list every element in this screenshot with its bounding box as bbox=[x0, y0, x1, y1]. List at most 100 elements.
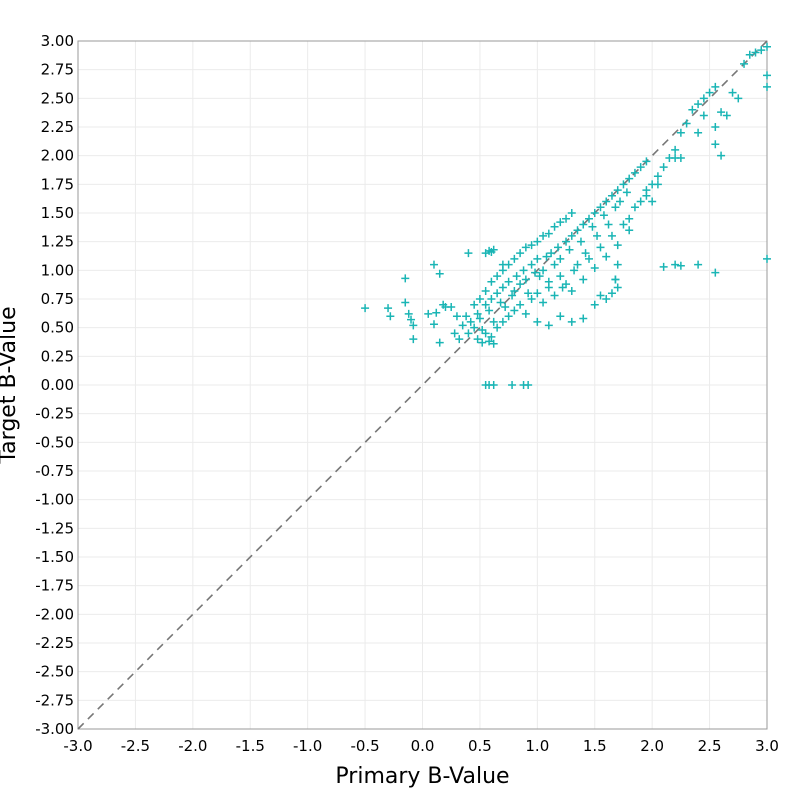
data-point bbox=[659, 163, 668, 172]
y-tick-label: -2.25 bbox=[35, 634, 74, 652]
data-point bbox=[676, 261, 685, 270]
data-point bbox=[493, 272, 502, 281]
data-point bbox=[616, 197, 625, 206]
data-point bbox=[562, 280, 571, 289]
data-point bbox=[527, 295, 536, 303]
data-point bbox=[539, 266, 548, 275]
data-point bbox=[487, 277, 496, 286]
data-point bbox=[613, 186, 622, 195]
data-point bbox=[622, 188, 631, 197]
data-point bbox=[694, 128, 703, 137]
data-point bbox=[611, 203, 620, 212]
data-point bbox=[579, 220, 588, 229]
data-point bbox=[558, 283, 567, 292]
data-point bbox=[531, 268, 540, 277]
scatter-points bbox=[361, 42, 771, 389]
data-point bbox=[516, 280, 525, 289]
y-tick-label: 0.00 bbox=[41, 376, 74, 394]
data-point bbox=[478, 325, 487, 334]
data-point bbox=[533, 317, 542, 326]
data-point bbox=[745, 50, 754, 59]
x-tick-label: -2.0 bbox=[178, 737, 207, 755]
data-point bbox=[705, 88, 714, 97]
data-point bbox=[699, 111, 708, 120]
data-point bbox=[386, 312, 395, 321]
data-point bbox=[757, 46, 766, 55]
data-point bbox=[489, 339, 498, 348]
data-point bbox=[717, 108, 726, 117]
data-point bbox=[409, 321, 418, 330]
data-point bbox=[429, 260, 438, 269]
data-point bbox=[493, 323, 502, 332]
data-point bbox=[432, 308, 441, 317]
y-tick-label: -2.00 bbox=[35, 605, 74, 623]
y-tick-label: 1.50 bbox=[41, 204, 74, 222]
data-point bbox=[671, 260, 680, 269]
data-point bbox=[498, 283, 507, 292]
y-tick-label: -3.00 bbox=[35, 720, 74, 738]
data-point bbox=[565, 245, 574, 254]
data-point bbox=[429, 320, 438, 329]
data-point bbox=[613, 260, 622, 269]
data-point bbox=[533, 254, 542, 263]
data-point bbox=[510, 286, 519, 295]
data-point bbox=[544, 321, 553, 330]
data-point bbox=[473, 309, 482, 318]
data-point bbox=[711, 140, 720, 149]
data-point bbox=[554, 243, 563, 252]
y-tick-labels: 3.00 2.75 2.50 2.25 2.00 1.75 1.50 1.25 1.00 0.75… bbox=[35, 32, 74, 738]
data-point bbox=[579, 275, 588, 284]
y-tick-label: 0.25 bbox=[41, 347, 74, 365]
data-point bbox=[424, 309, 433, 318]
data-point bbox=[630, 168, 639, 177]
data-point bbox=[607, 231, 616, 240]
data-point bbox=[516, 300, 525, 309]
data-point bbox=[579, 314, 588, 323]
data-point bbox=[619, 220, 628, 229]
data-point bbox=[590, 300, 599, 309]
y-tick-label: -0.25 bbox=[35, 405, 74, 423]
data-point bbox=[481, 329, 490, 338]
data-point bbox=[636, 163, 645, 172]
data-point bbox=[496, 298, 505, 307]
data-point bbox=[751, 48, 760, 57]
data-point bbox=[361, 304, 370, 313]
data-point bbox=[510, 306, 519, 315]
data-point bbox=[475, 295, 484, 303]
data-point bbox=[450, 329, 459, 338]
data-point bbox=[619, 180, 628, 189]
data-point bbox=[676, 153, 685, 162]
data-point bbox=[544, 283, 553, 292]
y-tick-label: 0.75 bbox=[41, 290, 74, 308]
y-tick-label: 3.00 bbox=[41, 32, 74, 50]
y-tick-label: -1.00 bbox=[35, 491, 74, 509]
data-point bbox=[596, 291, 605, 300]
data-point bbox=[485, 306, 494, 315]
data-point bbox=[556, 254, 565, 263]
data-point bbox=[642, 157, 651, 166]
data-point bbox=[699, 94, 708, 103]
data-point bbox=[613, 241, 622, 250]
data-point bbox=[607, 191, 616, 200]
data-point bbox=[521, 309, 530, 318]
x-tick-label: 0.0 bbox=[411, 737, 435, 755]
y-tick-label: -1.25 bbox=[35, 519, 74, 537]
data-point bbox=[473, 335, 482, 344]
data-point bbox=[487, 295, 496, 303]
y-tick-label: 1.75 bbox=[41, 175, 74, 193]
data-point bbox=[470, 300, 479, 309]
data-point bbox=[487, 332, 496, 341]
data-point bbox=[711, 82, 720, 91]
data-point bbox=[524, 289, 533, 298]
data-point bbox=[542, 252, 551, 261]
data-point bbox=[481, 286, 490, 295]
data-point bbox=[630, 203, 639, 212]
x-tick-label: 3.0 bbox=[755, 737, 779, 755]
data-point bbox=[590, 264, 599, 273]
data-point bbox=[466, 317, 475, 326]
x-tick-label: -1.0 bbox=[293, 737, 322, 755]
data-point bbox=[384, 304, 393, 313]
data-point bbox=[607, 289, 616, 298]
data-point bbox=[576, 237, 585, 246]
